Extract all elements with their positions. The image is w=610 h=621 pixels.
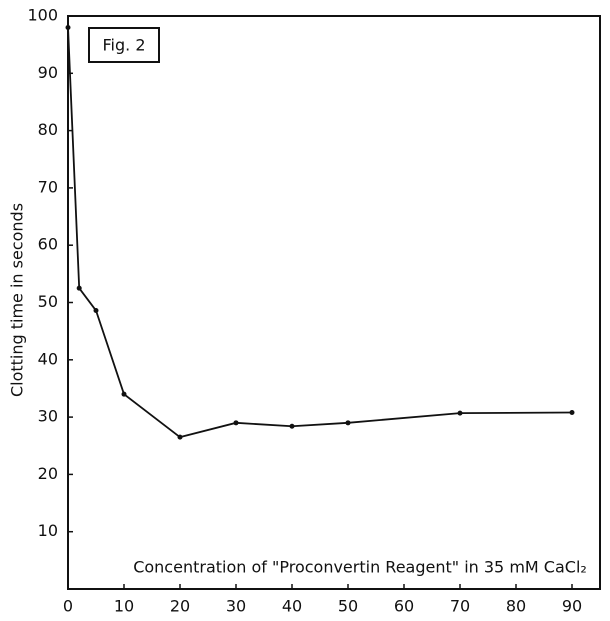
x-tick-label: 0 <box>63 597 73 616</box>
y-tick-label: 40 <box>38 349 58 368</box>
data-point <box>289 423 295 429</box>
y-tick-label: 20 <box>38 464 58 483</box>
data-point <box>233 420 239 426</box>
x-tick-label: 50 <box>338 597 358 616</box>
x-tick-label: 80 <box>506 597 526 616</box>
data-point <box>93 308 99 314</box>
data-point <box>345 420 351 426</box>
y-tick-label: 30 <box>38 407 58 426</box>
data-point <box>76 285 82 291</box>
y-tick-label: 100 <box>27 6 58 25</box>
x-axis-label: Concentration of "Proconvertin Reagent" … <box>133 558 587 577</box>
x-tick-label: 30 <box>226 597 246 616</box>
y-tick-label: 50 <box>38 292 58 311</box>
data-point <box>121 391 127 397</box>
annotation-box <box>88 27 160 63</box>
data-line <box>67 27 573 439</box>
x-tick-label: 60 <box>394 597 414 616</box>
y-tick-label: 90 <box>38 63 58 82</box>
y-tick-label: 10 <box>38 521 58 540</box>
x-tick-label: 70 <box>450 597 470 616</box>
y-tick-label: 60 <box>38 235 58 254</box>
data-point <box>569 410 575 416</box>
y-tick-label: 80 <box>38 120 58 139</box>
y-tick-label: 70 <box>38 177 58 196</box>
x-tick-label: 10 <box>114 597 134 616</box>
y-axis-label: Clotting time in seconds <box>8 203 27 397</box>
plot-frame <box>67 15 601 590</box>
data-point <box>177 434 183 440</box>
x-tick-label: 20 <box>170 597 190 616</box>
annotation: Fig. 2 <box>103 36 146 55</box>
data-point <box>457 410 463 416</box>
x-tick-label: 40 <box>282 597 302 616</box>
data-point <box>65 24 71 30</box>
x-tick-label: 90 <box>562 597 582 616</box>
